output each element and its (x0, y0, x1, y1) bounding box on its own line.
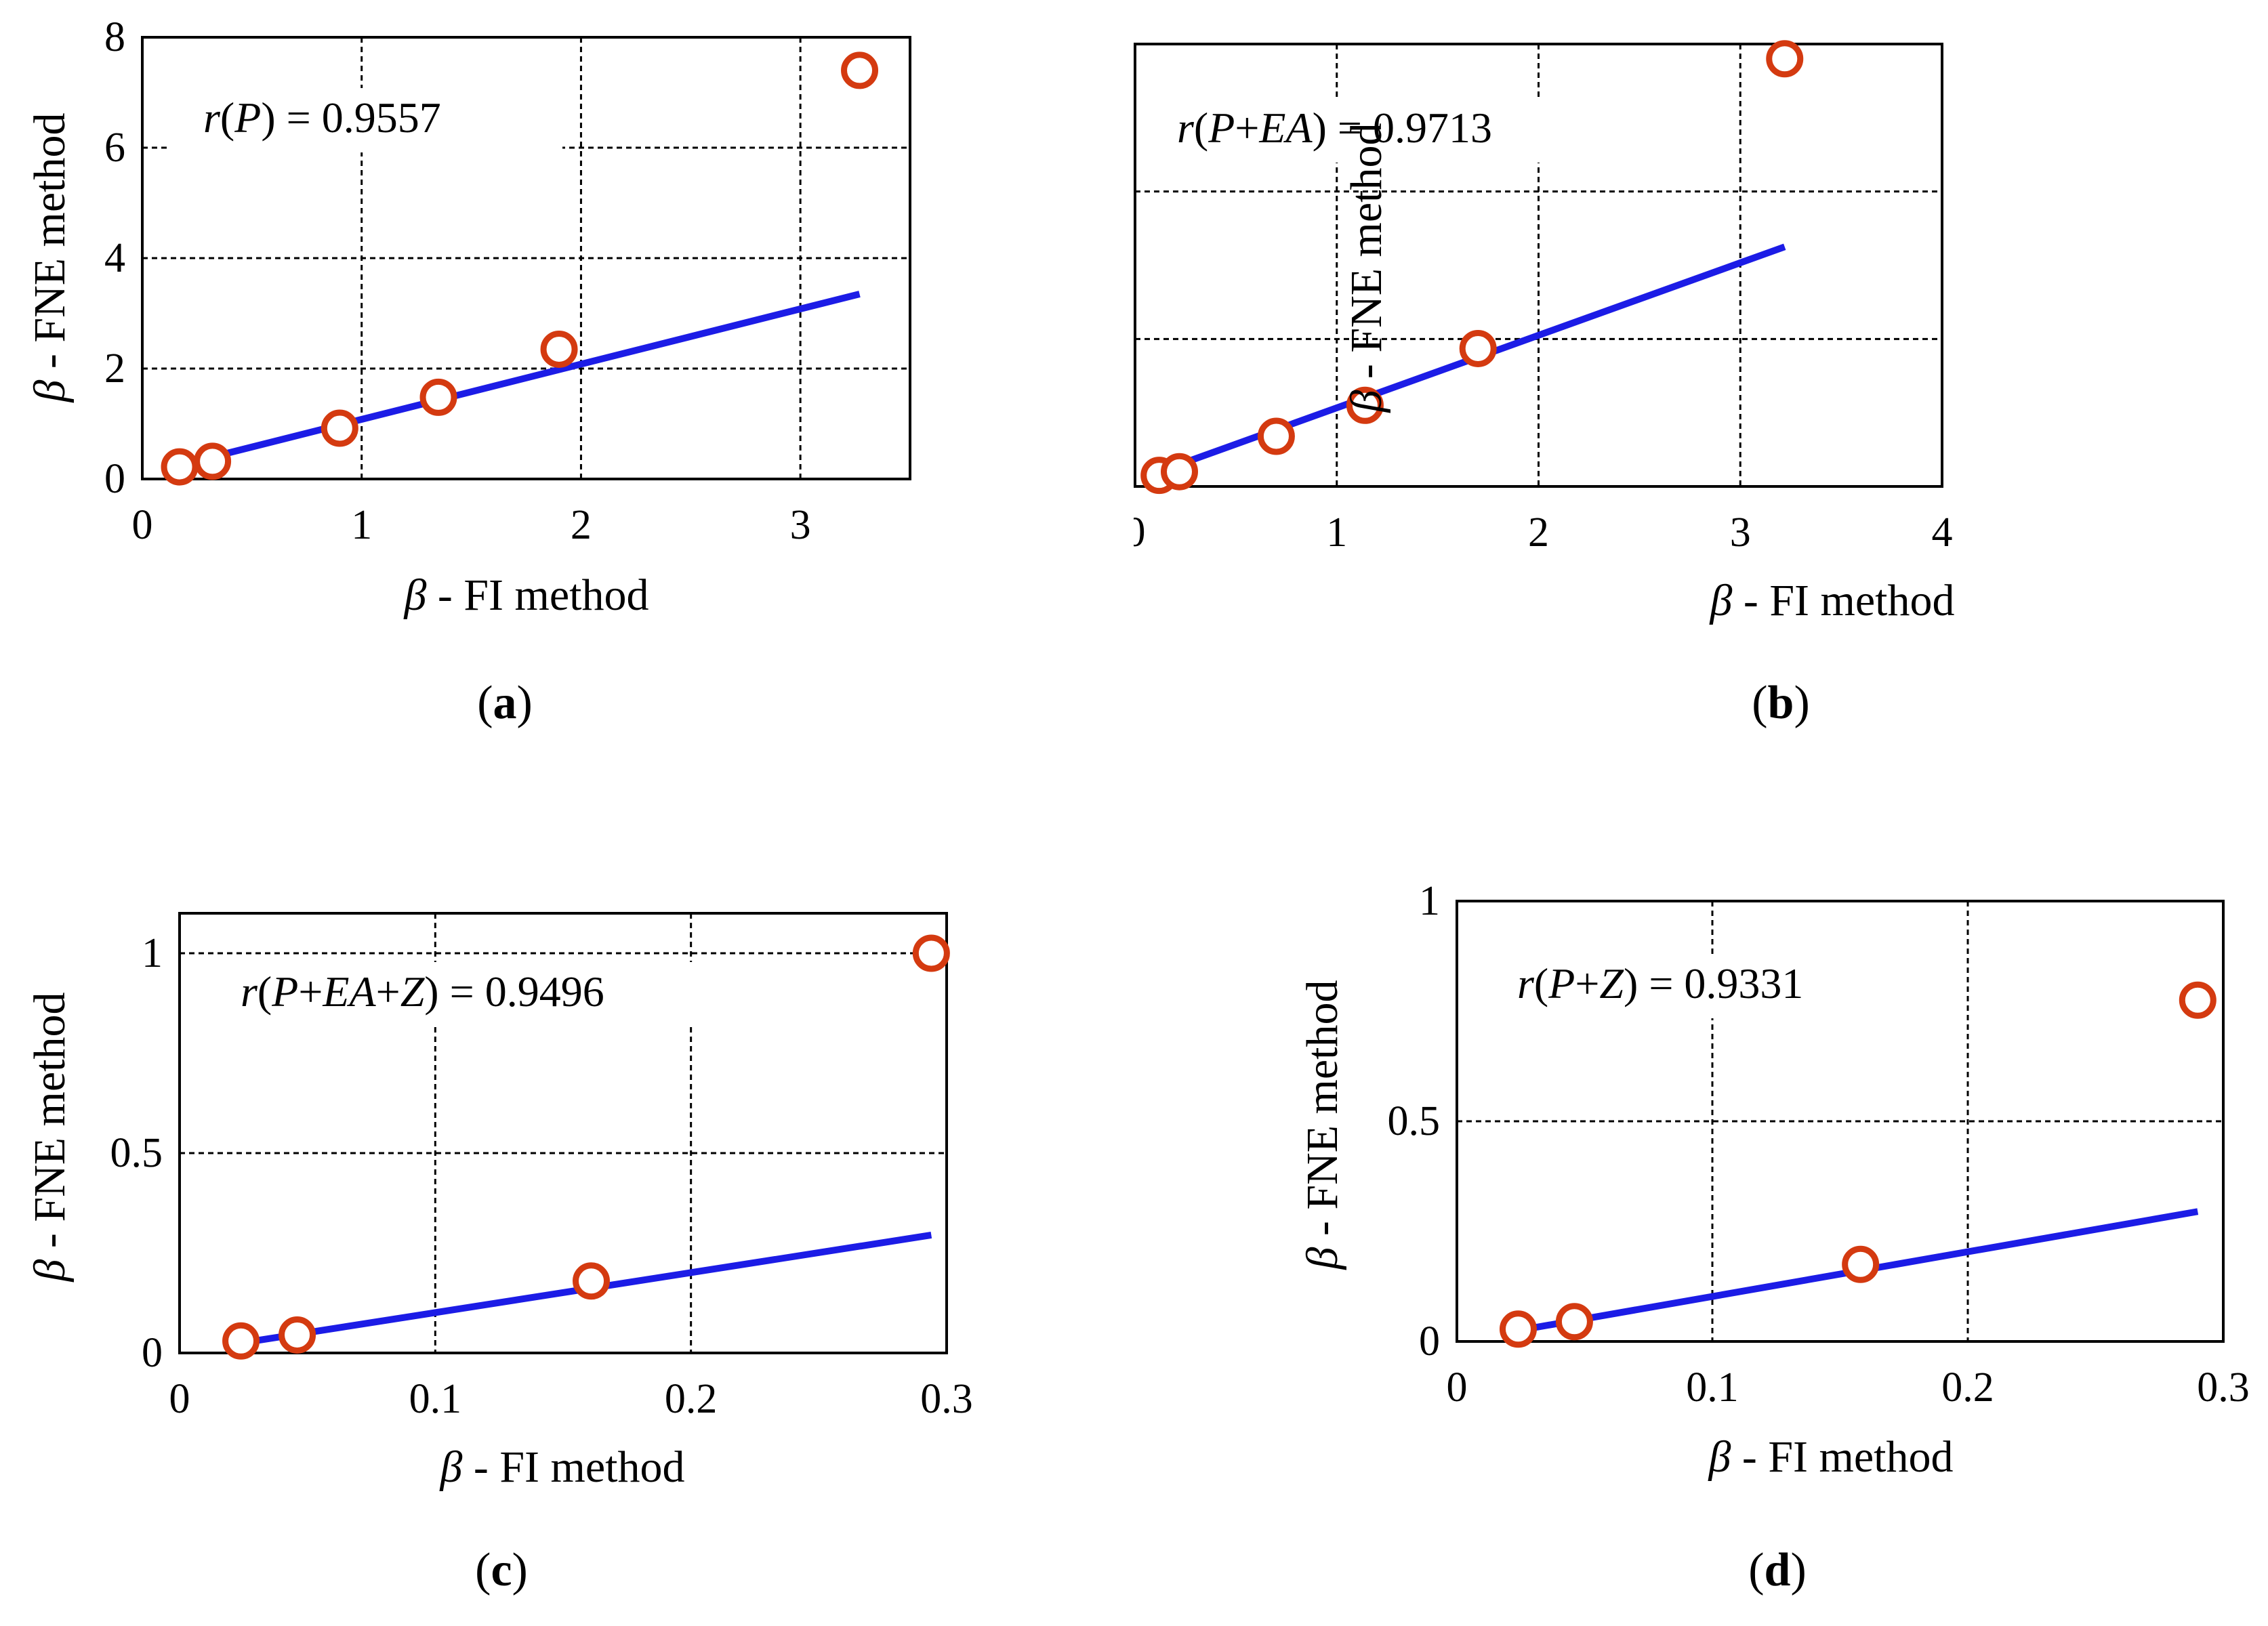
data-point (912, 934, 950, 972)
x-tick-label: 0.3 (920, 1376, 973, 1422)
annotation-background (169, 88, 562, 152)
annotation-background (203, 962, 756, 1026)
annotation-background (1154, 98, 1589, 163)
x-tick-label: 2 (571, 502, 592, 548)
grid (180, 913, 947, 1353)
x-tick-label: 1 (1326, 509, 1347, 556)
x-tick-label: 1 (351, 502, 372, 548)
y-axis-label: β - FNE method (1298, 980, 1347, 1270)
data-point (841, 51, 879, 89)
chart-panel-a: 0 1 2 3 0 2 4 6 8 r(P) = 0.9557 β - FI method β - F… (25, 14, 911, 729)
plot-frame (1456, 900, 2225, 1343)
panel-label: (a) (477, 677, 533, 729)
x-tick-label: 0 (169, 1376, 190, 1422)
data-point (419, 378, 457, 416)
data-point (161, 448, 199, 486)
x-tick-label: 3 (1730, 509, 1751, 556)
x-tick-label: 2 (1528, 509, 1549, 556)
y-tick-label: 0 (104, 456, 125, 502)
chart-panel-c: 0 0.1 0.2 0.3 0 0.5 1 r(P+EA+Z) = 0.9496 β - FI … (25, 912, 973, 1596)
grid (1457, 901, 2223, 1341)
y-tick-label: 4 (104, 235, 125, 281)
plot-frame (178, 912, 948, 1354)
x-tick-label: 0.3 (2197, 1364, 2250, 1411)
fit-line (178, 291, 861, 469)
y-tick-label: 2 (104, 346, 125, 392)
chart-panel-d: 0 0.1 0.2 0.3 0 0.5 1 r(P+Z) = 0.9331 β - FI met… (1298, 878, 2250, 1596)
data-point (1346, 386, 1384, 424)
data-point (279, 1316, 316, 1354)
x-axis-label: β - FI method (403, 570, 648, 620)
y-tick-label: 0 (142, 1330, 163, 1376)
y-tick-label: 0.5 (1388, 1098, 1441, 1144)
y-axis-label: β - FNE method (25, 992, 75, 1283)
correlation-annotation: r(P) = 0.9557 (203, 93, 441, 142)
data-point (222, 1322, 260, 1360)
data-point (1555, 1303, 1593, 1341)
x-tick-label: 3 (790, 502, 811, 548)
x-tick-label: 0.2 (1941, 1364, 1994, 1411)
x-axis-label: β - FI method (1707, 1432, 1953, 1482)
x-tick-label: 0.1 (409, 1376, 462, 1422)
y-tick-label: 8 (104, 14, 125, 60)
x-axis-label: β - FI method (438, 1442, 684, 1492)
x-tick-label: 0 (1447, 1364, 1468, 1411)
data-point (1161, 453, 1199, 491)
x-tick-label: 0 (1134, 509, 1146, 556)
data-point (321, 409, 358, 447)
y-tick-label: 1 (1419, 878, 1440, 924)
plot-frame (1134, 43, 1943, 488)
panel-label: (d) (1748, 1544, 1807, 1596)
x-axis-label: β - FI method (1708, 576, 1954, 625)
y-axis-label: β - FNE method (1342, 123, 1391, 413)
correlation-annotation: r(P+EA) = 0.9713 (1177, 104, 1492, 152)
x-tick-label: 4 (1932, 509, 1953, 556)
annotation-background (1479, 954, 1906, 1018)
x-tick-label: 0.1 (1686, 1364, 1739, 1411)
y-axis-label: β - FNE method (25, 112, 75, 403)
data-point (2179, 981, 2217, 1019)
data-point (1842, 1245, 1880, 1283)
correlation-annotation: r(P+Z) = 0.9331 (1517, 959, 1803, 1007)
correlation-annotation: r(P+EA+Z) = 0.9496 (241, 967, 604, 1016)
y-tick-label: 1 (142, 930, 163, 976)
panel-label: (b) (1752, 677, 1810, 729)
x-tick-label: 0 (132, 502, 153, 548)
data-point (1459, 329, 1497, 367)
data-point (194, 442, 232, 480)
y-tick-label: 0 (1419, 1318, 1440, 1364)
panel-label: (c) (475, 1544, 528, 1596)
y-tick-label: 0.5 (110, 1130, 163, 1176)
data-point (1766, 40, 1804, 78)
data-point (540, 330, 578, 368)
data-point (573, 1262, 611, 1300)
data-point (1499, 1310, 1537, 1348)
x-tick-label: 0.2 (665, 1376, 718, 1422)
data-point (1257, 417, 1295, 455)
plot-frame (141, 36, 911, 480)
y-tick-label: 6 (104, 125, 125, 171)
